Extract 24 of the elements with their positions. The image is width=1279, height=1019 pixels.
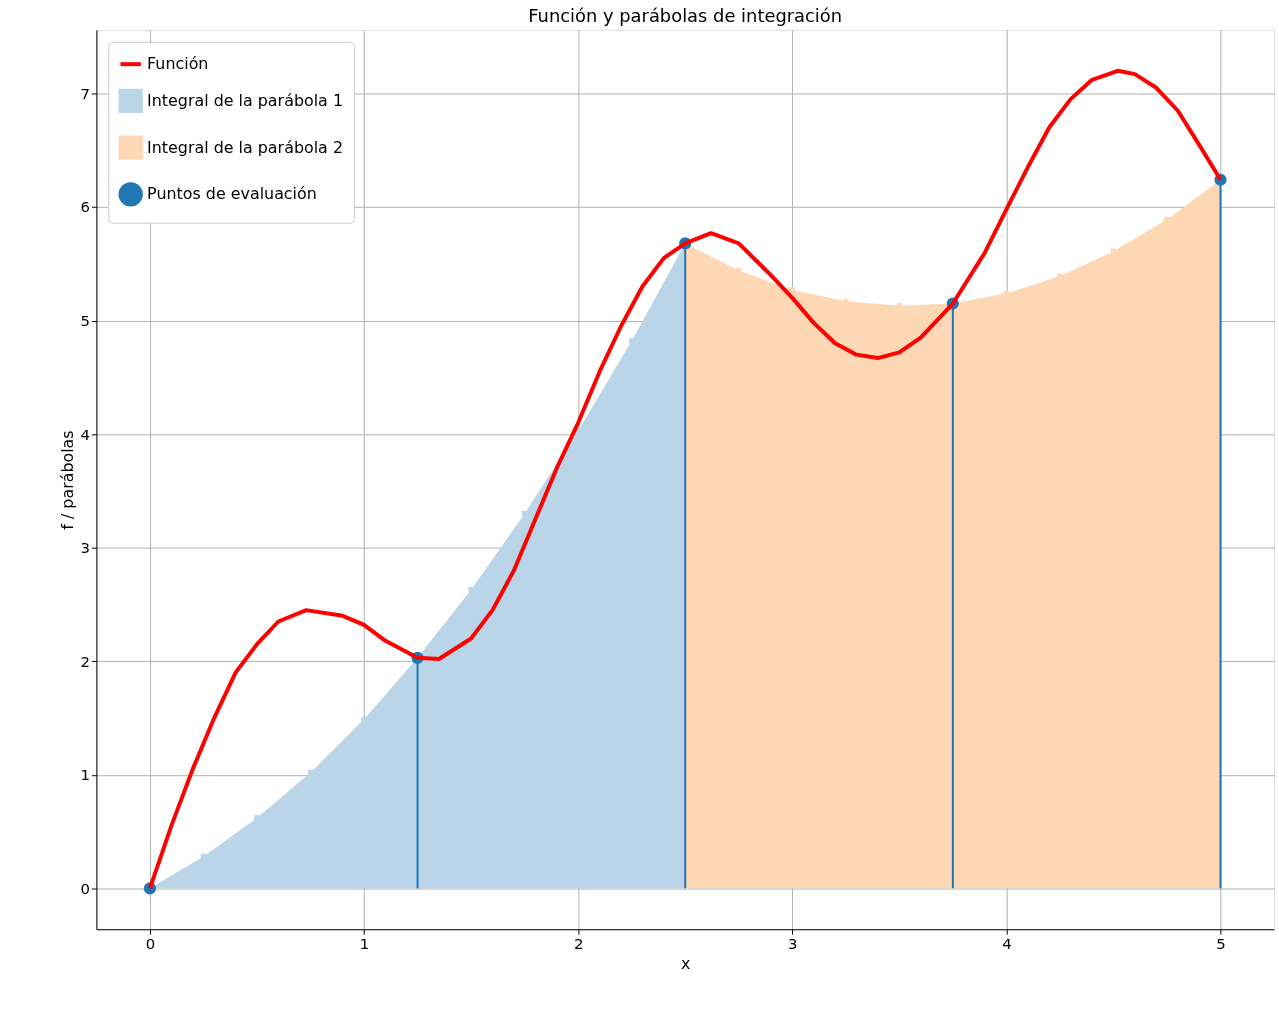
y-tick-label: 0 (80, 879, 90, 898)
x-tick-label: 1 (359, 934, 370, 953)
x-tick-label: 3 (788, 934, 798, 953)
y-tick-label: 1 (80, 766, 90, 785)
x-tick-label: 0 (145, 934, 156, 953)
x-tick-label: 2 (573, 934, 584, 953)
y-tick-label: 4 (80, 425, 90, 444)
point (468, 586, 474, 593)
x-tick-label: 4 (1002, 934, 1012, 953)
x-tick-label: 5 (1216, 934, 1226, 953)
point (254, 815, 260, 821)
y-tick-label: 3 (80, 539, 90, 558)
y-axis-title: f / parábolas (58, 430, 78, 530)
y-tick-label: 2 (80, 652, 90, 671)
y-tick-label: 7 (80, 84, 90, 103)
x-axis-title: x (681, 953, 691, 973)
legend-label: Integral de la parábola 1 (147, 90, 344, 110)
legend-label: Integral de la parábola 2 (147, 137, 344, 157)
y-tick-label: 5 (80, 312, 90, 331)
point (361, 716, 367, 722)
y-tick-label: 6 (80, 198, 90, 217)
legend-label: Función (147, 54, 209, 74)
legend-label: Puntos de evaluación (147, 184, 317, 204)
chart-title: Función y parábolas de integración (528, 4, 843, 26)
